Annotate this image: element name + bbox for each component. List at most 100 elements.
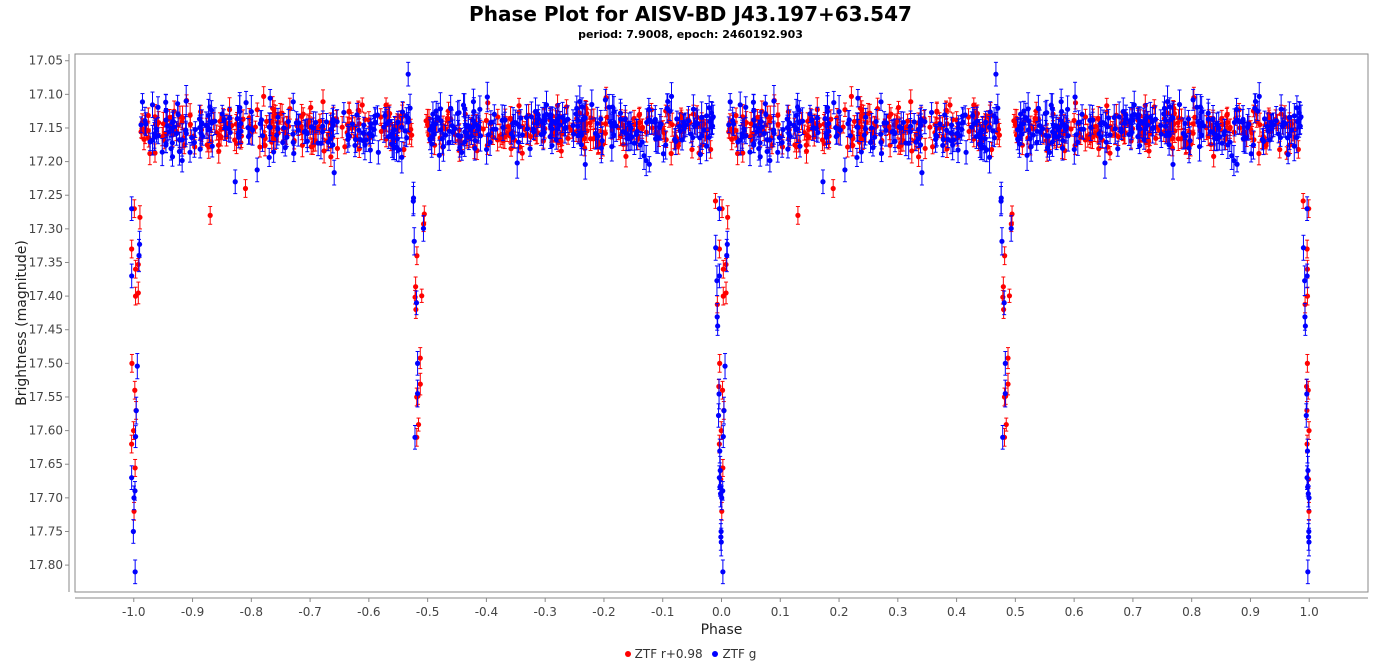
data-point (519, 150, 525, 156)
data-point (414, 253, 420, 259)
data-point (723, 261, 729, 268)
data-point (409, 132, 415, 138)
data-point (757, 140, 763, 146)
data-point (139, 99, 146, 105)
data-point (1306, 428, 1312, 434)
data-point (401, 146, 407, 153)
data-point (646, 106, 652, 113)
data-point (733, 128, 739, 134)
data-point (187, 149, 193, 155)
data-point (966, 128, 972, 135)
data-point (155, 104, 161, 110)
data-point (754, 129, 760, 135)
data-point (271, 149, 277, 155)
data-point (1273, 118, 1279, 124)
data-point (934, 109, 940, 115)
data-point (519, 132, 525, 138)
data-point (132, 293, 139, 299)
data-point (1265, 128, 1271, 134)
data-point (930, 144, 936, 150)
data-point (183, 98, 189, 104)
data-point (242, 185, 249, 192)
data-point (152, 150, 158, 156)
data-point (720, 266, 726, 272)
data-point (886, 113, 892, 119)
data-point (359, 102, 365, 108)
data-point (1231, 157, 1237, 164)
data-point (170, 118, 177, 125)
data-point (456, 110, 462, 116)
data-point (417, 381, 423, 387)
data-point (1186, 145, 1192, 151)
data-point (631, 115, 637, 122)
data-point (145, 112, 151, 119)
data-point (414, 390, 421, 397)
data-point (1001, 306, 1007, 313)
data-point (842, 167, 848, 173)
data-point (1170, 161, 1176, 168)
data-point (1256, 93, 1262, 99)
data-point (641, 153, 647, 159)
data-point (570, 122, 576, 129)
data-point (996, 132, 1002, 138)
data-point (1003, 421, 1009, 428)
data-point (636, 112, 642, 119)
data-point (267, 95, 273, 101)
data-point (712, 198, 719, 204)
data-point (589, 101, 595, 108)
data-point (413, 306, 419, 313)
data-point (528, 114, 535, 120)
data-point (1224, 112, 1230, 119)
data-point (947, 102, 953, 108)
data-point (257, 144, 263, 150)
data-point (413, 284, 419, 290)
data-point (986, 154, 993, 160)
data-point (758, 118, 764, 125)
data-point (191, 139, 197, 146)
data-point (317, 118, 323, 124)
data-point (1304, 448, 1311, 454)
data-point (1158, 131, 1164, 137)
data-point (1115, 133, 1121, 140)
data-point (339, 124, 345, 130)
data-point (132, 266, 139, 272)
data-point (169, 140, 175, 146)
data-point (159, 149, 165, 155)
data-point (415, 421, 422, 428)
data-point (527, 146, 533, 152)
data-point (355, 107, 361, 113)
data-point (426, 115, 432, 122)
data-point (1002, 253, 1008, 259)
data-point (1014, 115, 1020, 122)
data-point (1302, 314, 1308, 320)
data-point (436, 152, 442, 158)
data-point (1219, 115, 1225, 122)
data-point (1219, 140, 1225, 146)
data-point (218, 134, 224, 140)
data-point (767, 157, 773, 164)
data-point (1107, 150, 1113, 156)
data-point (1237, 125, 1243, 131)
data-point (299, 113, 305, 119)
data-point (720, 434, 726, 440)
data-point (689, 146, 695, 153)
data-point (1304, 293, 1311, 299)
data-point (954, 117, 960, 123)
data-point (584, 128, 590, 134)
data-point (1305, 491, 1311, 497)
data-point (649, 125, 655, 131)
data-point (733, 112, 739, 119)
data-point (341, 109, 347, 116)
data-point (1008, 225, 1014, 232)
data-point (858, 149, 864, 155)
data-point (130, 428, 137, 434)
data-point (1115, 146, 1121, 152)
data-point (399, 154, 405, 160)
data-point (366, 117, 372, 123)
data-point (135, 261, 141, 268)
data-point (1000, 284, 1006, 290)
data-point (1071, 146, 1077, 153)
chart-subtitle: period: 7.9008, epoch: 2460192.903 (578, 28, 803, 41)
data-point (269, 105, 276, 111)
data-point (378, 128, 384, 135)
